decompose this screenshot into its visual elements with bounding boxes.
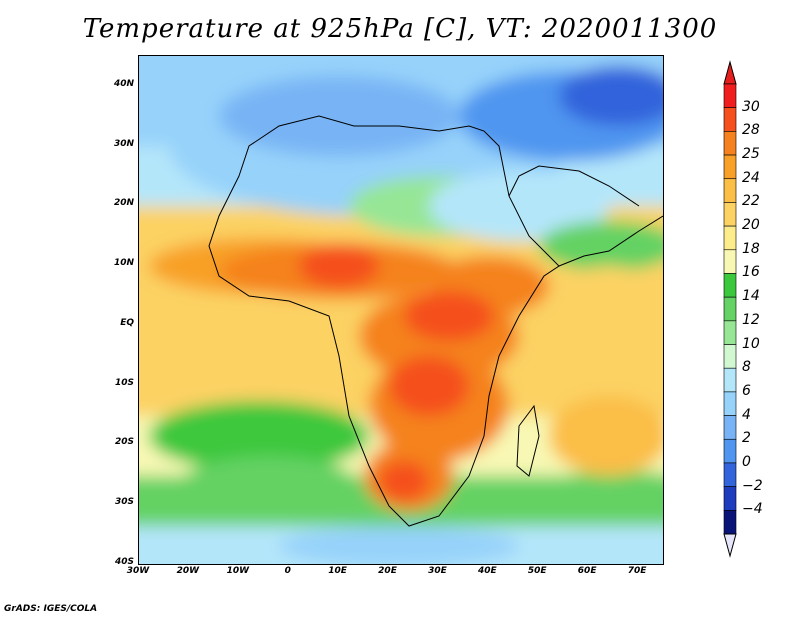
colorbar-level-label: 6 bbox=[742, 382, 751, 399]
colorbar-level-label: 25 bbox=[742, 146, 760, 163]
colorbar-segment bbox=[723, 249, 737, 274]
colorbar-top-cap bbox=[723, 60, 737, 85]
lat-tick-label: 10S bbox=[114, 377, 134, 388]
lat-tick-label: 10N bbox=[113, 258, 134, 269]
colorbar-segment bbox=[723, 202, 737, 227]
lon-tick-label: 30E bbox=[428, 566, 447, 576]
colorbar-segment bbox=[723, 178, 737, 203]
colorbar-segment bbox=[723, 83, 737, 108]
temperature-field-map bbox=[139, 56, 663, 564]
colorbar-level-label: 10 bbox=[742, 335, 760, 352]
colorbar-level-label: −4 bbox=[742, 501, 763, 518]
colorbar-level-label: −2 bbox=[742, 477, 763, 494]
lon-tick-label: 50E bbox=[527, 566, 547, 576]
map-title: Temperature at 925hPa [C], VT: 202001130… bbox=[82, 14, 718, 44]
map-panel bbox=[138, 55, 664, 565]
colorbar-segment bbox=[723, 273, 737, 298]
colorbar-level-label: 20 bbox=[742, 217, 760, 234]
colorbar-segment bbox=[723, 510, 737, 535]
colorbar-level-label: 22 bbox=[742, 193, 760, 210]
colorbar-level-label: 30 bbox=[742, 98, 760, 115]
grads-credit: GrADS: IGES/COLA bbox=[4, 604, 98, 614]
lon-tick-label: 0 bbox=[284, 566, 291, 576]
lat-tick-label: 20S bbox=[114, 437, 134, 448]
lon-tick-label: 70E bbox=[627, 566, 647, 576]
colorbar-segment bbox=[723, 486, 737, 511]
lat-tick-label: 30N bbox=[113, 138, 134, 149]
colorbar bbox=[723, 60, 737, 558]
colorbar-bottom-cap bbox=[723, 533, 737, 558]
lat-tick-label: 20N bbox=[113, 198, 134, 209]
colorbar-level-label: 28 bbox=[742, 122, 760, 139]
colorbar-segment bbox=[723, 131, 737, 156]
colorbar-level-label: 8 bbox=[742, 359, 751, 376]
colorbar-segment bbox=[723, 391, 737, 416]
colorbar-level-label: 14 bbox=[742, 288, 760, 305]
lon-tick-label: 20W bbox=[176, 566, 200, 576]
lat-tick-label: 30S bbox=[114, 497, 134, 508]
colorbar-level-label: 0 bbox=[742, 453, 751, 470]
colorbar-segment bbox=[723, 320, 737, 345]
lon-tick-label: 10W bbox=[226, 566, 250, 576]
colorbar-level-label: 2 bbox=[742, 430, 751, 447]
lon-tick-label: 60E bbox=[577, 566, 597, 576]
colorbar-segment bbox=[723, 107, 737, 132]
colorbar-segment bbox=[723, 438, 737, 464]
colorbar-segment bbox=[723, 367, 737, 393]
lon-tick-label: 20E bbox=[378, 566, 397, 576]
colorbar-segment bbox=[723, 154, 737, 180]
colorbar-segment bbox=[723, 415, 737, 440]
colorbar-level-label: 12 bbox=[742, 311, 760, 328]
lon-tick-label: 40E bbox=[477, 566, 497, 576]
lat-tick-label: 40S bbox=[114, 557, 134, 567]
colorbar-segment bbox=[723, 296, 737, 322]
colorbar-segment bbox=[723, 225, 737, 251]
lon-tick-label: 30W bbox=[126, 566, 150, 576]
colorbar-level-label: 4 bbox=[742, 406, 751, 423]
colorbar-segment bbox=[723, 344, 737, 369]
lat-tick-label: 40N bbox=[113, 78, 134, 89]
colorbar-level-label: 16 bbox=[742, 264, 760, 281]
colorbar-level-label: 24 bbox=[742, 169, 760, 186]
colorbar-segment bbox=[723, 462, 737, 487]
lat-tick-label: EQ bbox=[120, 317, 134, 328]
coastline bbox=[208, 115, 663, 527]
colorbar-level-label: 18 bbox=[742, 240, 760, 257]
lon-tick-label: 10E bbox=[328, 566, 347, 576]
